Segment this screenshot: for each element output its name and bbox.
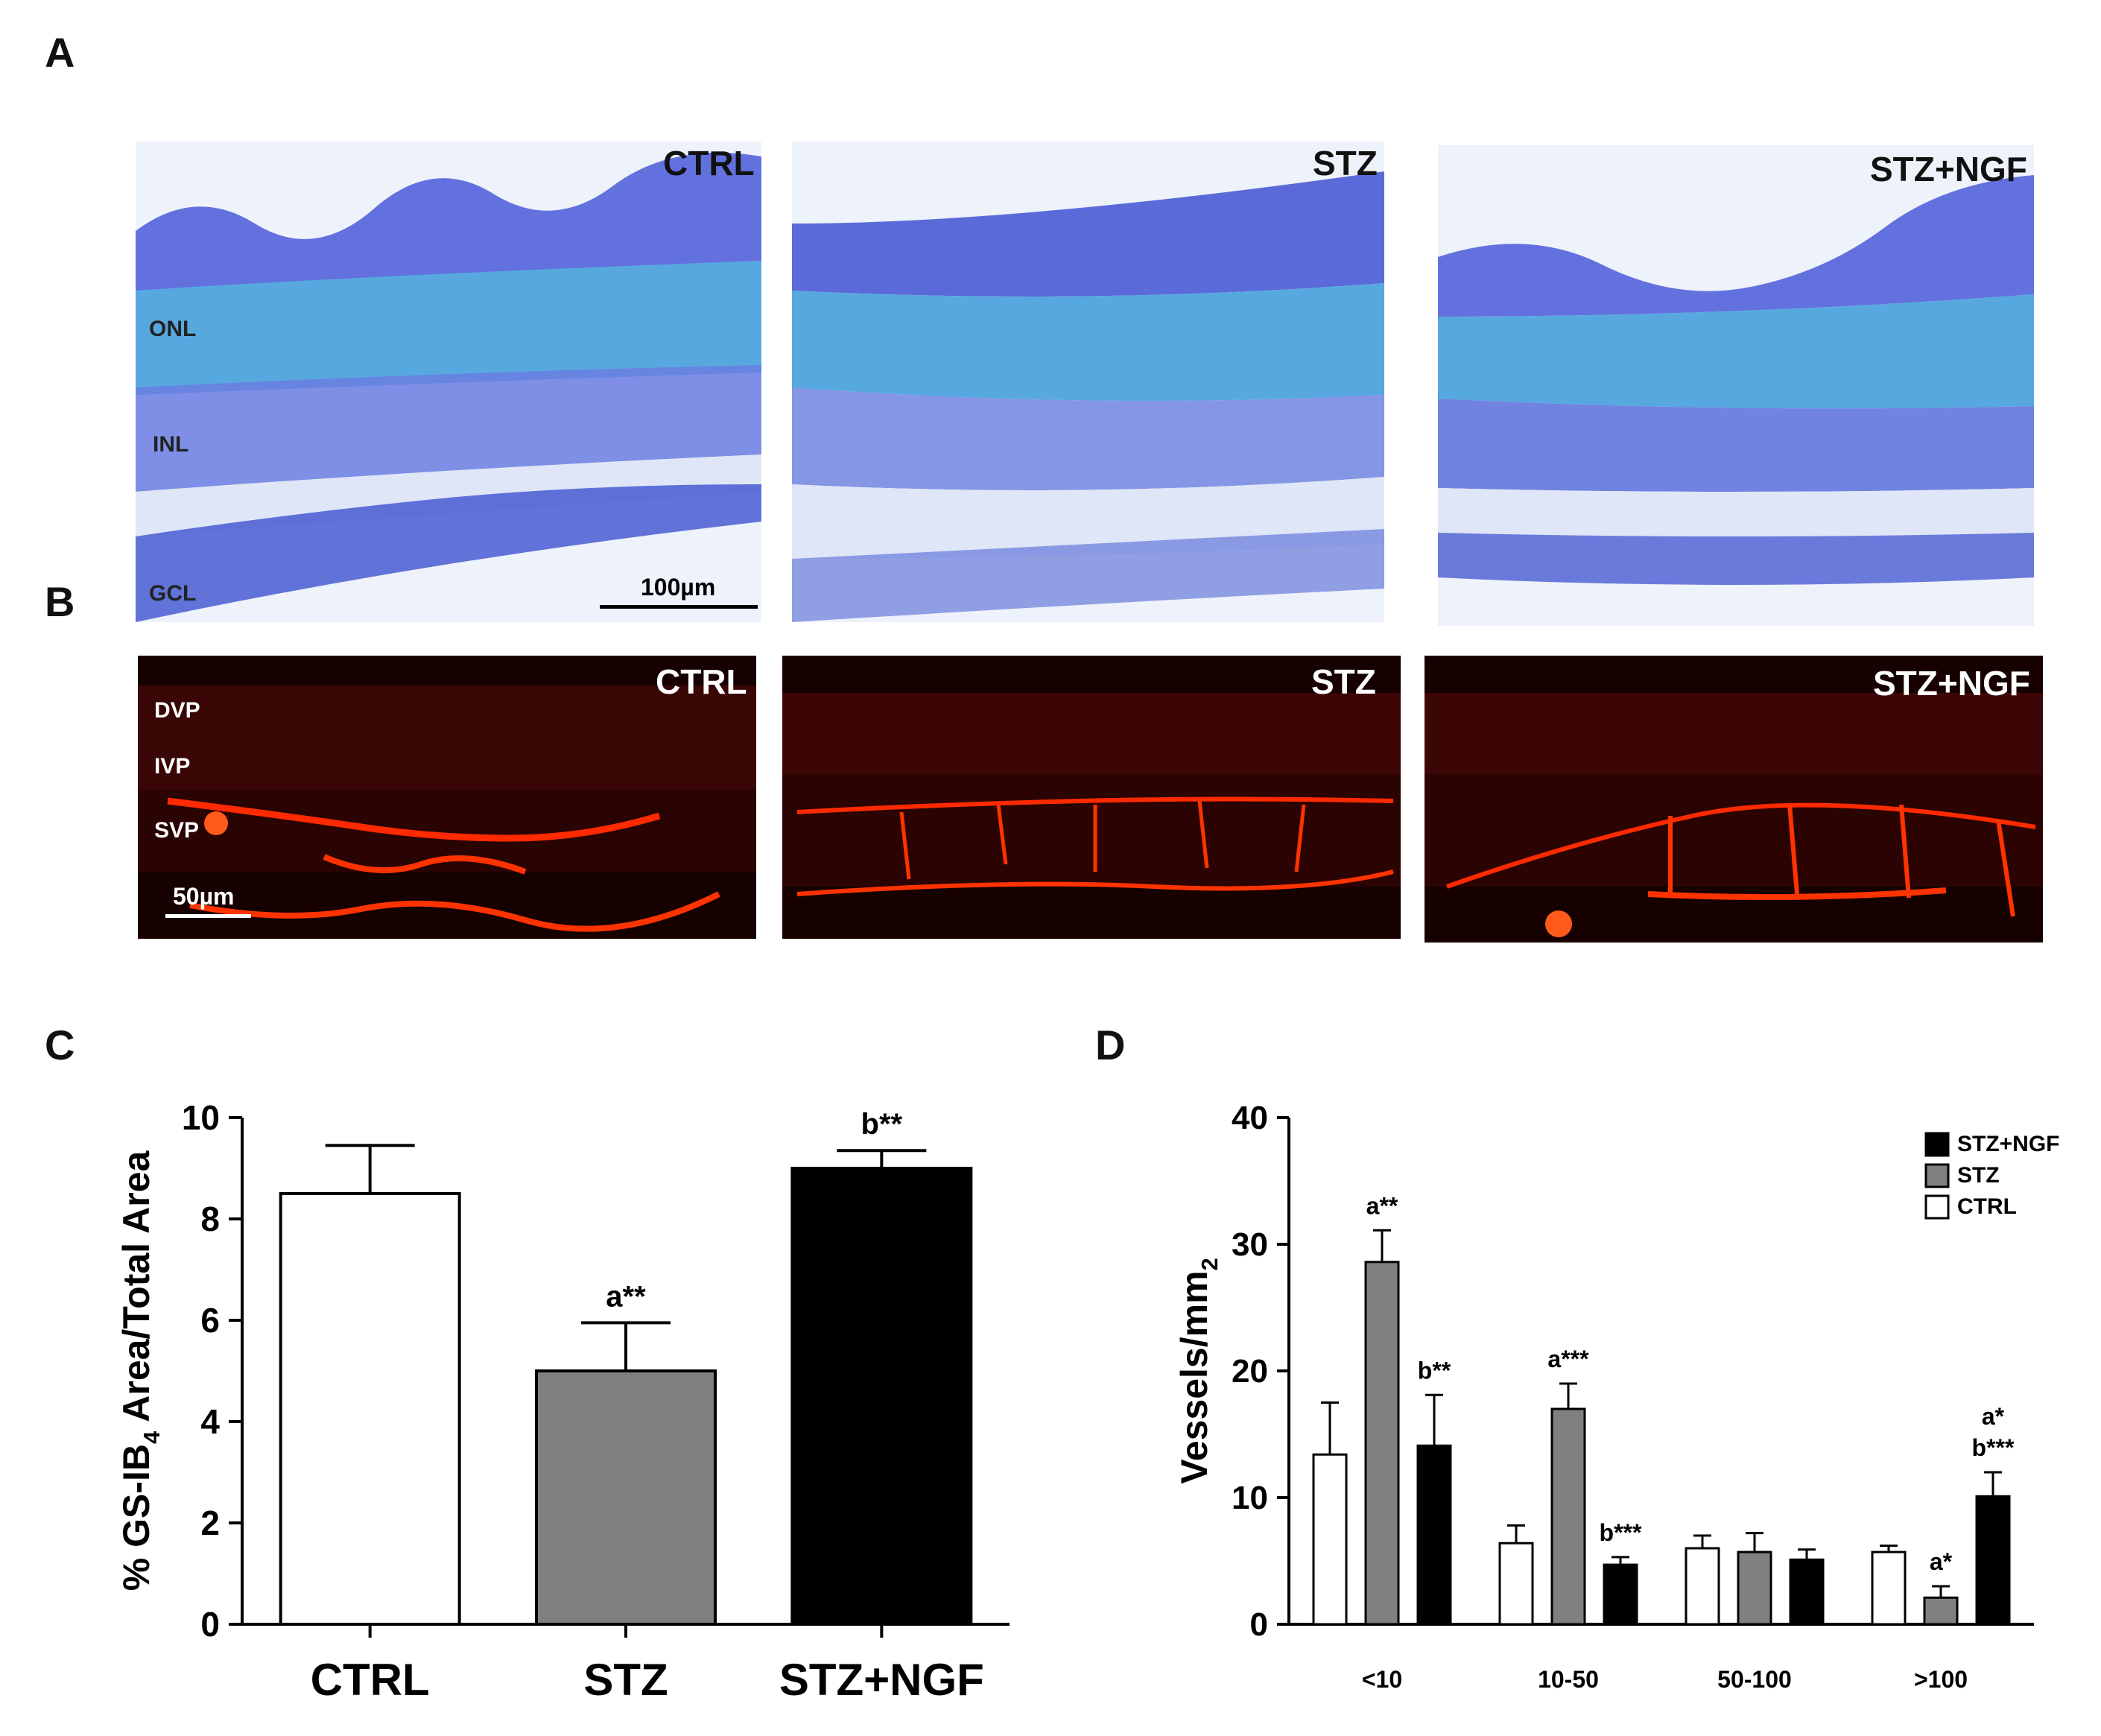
panel-label-d: D bbox=[1095, 1021, 1126, 1068]
legend-label: CTRL bbox=[1957, 1194, 2017, 1219]
y-tick-label: 30 bbox=[1232, 1226, 1268, 1263]
layer-label-dvp: DVP bbox=[154, 698, 200, 723]
scale-bar-a bbox=[600, 605, 758, 609]
significance-label: b** bbox=[1418, 1357, 1451, 1384]
bar-ctrl bbox=[1685, 1547, 1720, 1626]
y-tick-label: 2 bbox=[200, 1504, 220, 1542]
bar-stz bbox=[1364, 1261, 1400, 1626]
chart-d: 0 10 20 30 40 Vessels/mm2 a** b** <10 a*** b*** 10-… bbox=[1173, 1100, 2060, 1693]
legend-swatch bbox=[1924, 1163, 1950, 1188]
bar-stz-ngf bbox=[1975, 1495, 2011, 1626]
histology-image-stz bbox=[792, 142, 1384, 622]
bar-stz bbox=[1923, 1596, 1959, 1626]
bar-ctrl bbox=[279, 1192, 461, 1626]
scale-bar-a-text: 100µm bbox=[641, 574, 716, 601]
significance-label: b*** bbox=[1600, 1519, 1642, 1546]
y-tick-label: 0 bbox=[1250, 1606, 1268, 1643]
x-tick-label: STZ bbox=[583, 1655, 668, 1705]
layer-label-gcl: GCL bbox=[149, 581, 197, 606]
significance-label: a* bbox=[1930, 1548, 1953, 1575]
tile-label-a-ctrl: CTRL bbox=[663, 144, 755, 183]
x-tick-label: STZ+NGF bbox=[779, 1655, 984, 1705]
bar-stz-ngf bbox=[1789, 1558, 1825, 1626]
y-tick-label: 20 bbox=[1232, 1353, 1268, 1390]
layer-label-onl: ONL bbox=[149, 317, 197, 341]
legend-swatch bbox=[1924, 1132, 1950, 1157]
y-axis-label: Vessels/mm2 bbox=[1173, 1258, 1223, 1484]
x-tick-label: <10 bbox=[1362, 1666, 1402, 1693]
chart-c: 0 2 4 6 8 10 % GS-IB4 Area/Total Area CTRL STZ a*… bbox=[115, 1098, 1010, 1705]
histology-image-ctrl bbox=[136, 142, 761, 622]
y-tick-label: 8 bbox=[200, 1200, 220, 1238]
y-tick-label: 40 bbox=[1232, 1100, 1268, 1136]
histology-image-stz-ngf bbox=[1438, 145, 2034, 626]
significance-label: a** bbox=[1366, 1192, 1398, 1219]
scale-bar-b bbox=[165, 914, 251, 918]
significance-label: a*** bbox=[1547, 1346, 1589, 1372]
layer-label-ivp: IVP bbox=[154, 754, 191, 779]
fluorescence-image-ctrl bbox=[138, 656, 756, 939]
tile-label-a-stz-ngf: STZ+NGF bbox=[1870, 150, 2027, 189]
scale-bar-b-text: 50µm bbox=[173, 883, 235, 910]
x-tick-label: CTRL bbox=[311, 1655, 430, 1705]
y-axis-label: % GS-IB4 Area/Total Area bbox=[115, 1150, 165, 1591]
fluorescence-image-stz bbox=[782, 656, 1401, 939]
x-tick-label: >100 bbox=[1914, 1666, 1968, 1693]
significance-label: b*** bbox=[1972, 1434, 2015, 1461]
y-tick-label: 4 bbox=[200, 1402, 220, 1441]
tile-label-b-ctrl: CTRL bbox=[656, 662, 747, 701]
bar-stz bbox=[1550, 1407, 1586, 1626]
layer-label-svp: SVP bbox=[154, 818, 200, 843]
bar-ctrl bbox=[1871, 1550, 1907, 1626]
panel-label-c: C bbox=[45, 1021, 75, 1068]
significance-label: a** bbox=[606, 1280, 646, 1313]
y-tick-label: 0 bbox=[200, 1605, 220, 1644]
legend-swatch bbox=[1924, 1194, 1950, 1220]
x-tick-label: 10-50 bbox=[1538, 1666, 1599, 1693]
layer-label-inl: INL bbox=[153, 432, 189, 457]
significance-label: a* bbox=[1982, 1403, 2005, 1430]
x-tick-label: 50-100 bbox=[1717, 1666, 1792, 1693]
bar-stz-ngf bbox=[1416, 1444, 1452, 1626]
tile-label-b-stz-ngf: STZ+NGF bbox=[1873, 664, 2030, 703]
bar-ctrl bbox=[1498, 1542, 1534, 1626]
bar-stz-ngf bbox=[790, 1167, 973, 1626]
panel-label-a: A bbox=[45, 29, 75, 76]
legend-label: STZ+NGF bbox=[1957, 1132, 2060, 1156]
fluorescence-image-stz-ngf bbox=[1425, 656, 2043, 943]
bar-stz bbox=[535, 1369, 717, 1626]
legend-label: STZ bbox=[1957, 1163, 2000, 1188]
panel-label-b: B bbox=[45, 578, 75, 625]
significance-label: b** bbox=[861, 1108, 903, 1141]
bar-ctrl bbox=[1312, 1453, 1348, 1626]
bar-stz bbox=[1737, 1550, 1772, 1626]
bar-stz-ngf bbox=[1603, 1563, 1638, 1626]
tile-label-b-stz: STZ bbox=[1311, 662, 1376, 701]
y-tick-label: 10 bbox=[182, 1098, 220, 1137]
y-tick-label: 10 bbox=[1232, 1480, 1268, 1516]
tile-label-a-stz: STZ bbox=[1313, 144, 1378, 183]
y-tick-label: 6 bbox=[200, 1301, 220, 1340]
